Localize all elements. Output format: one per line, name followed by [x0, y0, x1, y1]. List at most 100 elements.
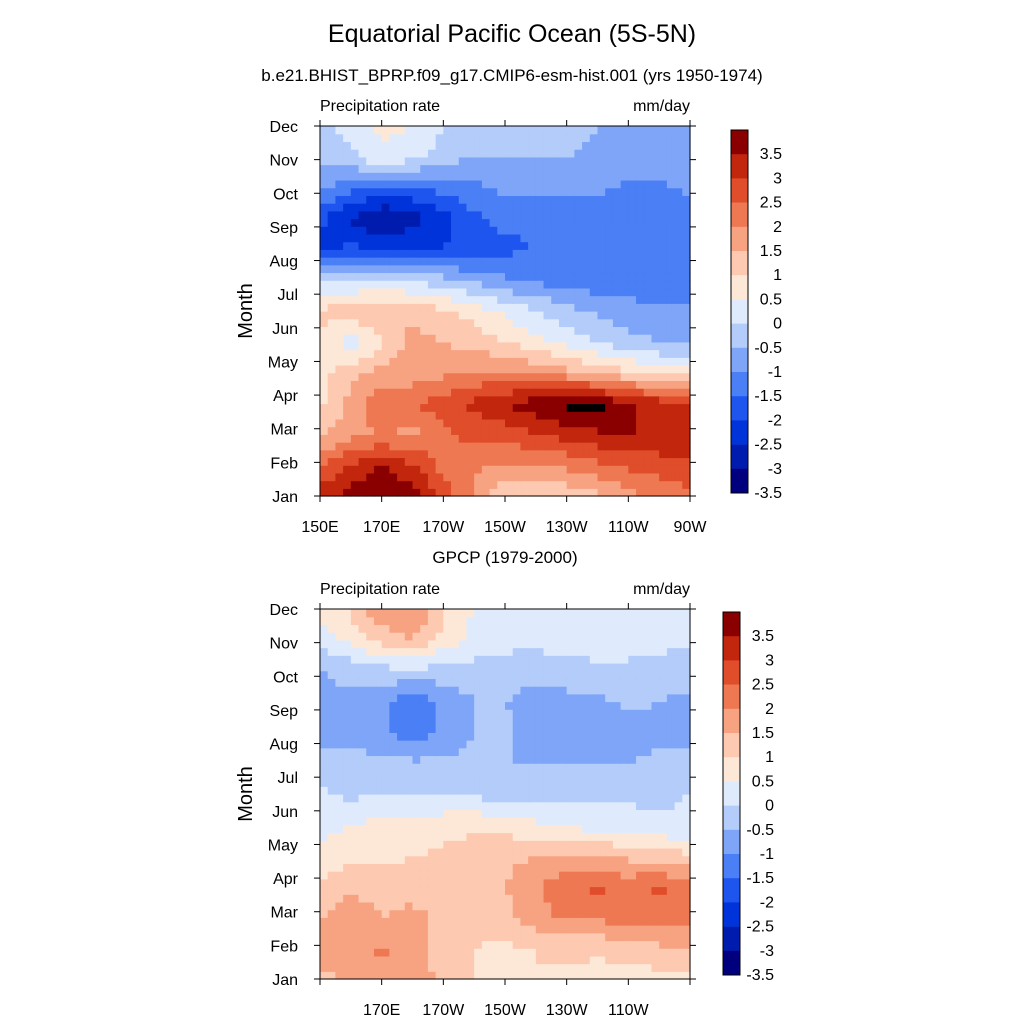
contour-cell: [674, 210, 683, 220]
contour-cell: [628, 442, 637, 451]
contour-cell: [397, 878, 406, 888]
contour-cell: [543, 740, 552, 749]
contour-cell: [512, 647, 522, 656]
contour-cell: [558, 318, 568, 328]
contour-cell: [543, 149, 552, 158]
contour-cell: [505, 747, 514, 757]
contour-cell: [358, 457, 367, 466]
contour-cell: [412, 195, 421, 204]
contour-cell: [528, 187, 537, 196]
contour-cell: [412, 963, 421, 972]
contour-cell: [320, 832, 329, 841]
contour-cell: [582, 886, 591, 895]
contour-cell: [350, 318, 360, 328]
contour-cell: [381, 639, 390, 649]
contour-cell: [366, 716, 375, 726]
contour-cell: [566, 686, 575, 695]
contour-cell: [481, 326, 491, 335]
contour-cell: [343, 632, 352, 641]
contour-cell: [666, 894, 676, 903]
contour-cell: [497, 280, 506, 289]
contour-cell: [366, 472, 375, 482]
contour-cell: [412, 847, 421, 857]
contour-cell: [589, 395, 599, 405]
contour-cell: [481, 955, 491, 965]
contour-cell: [404, 709, 414, 718]
contour-cell: [381, 670, 390, 679]
contour-cell: [535, 272, 545, 281]
contour-cell: [350, 218, 360, 227]
contour-cell: [335, 732, 344, 741]
contour-cell: [636, 878, 645, 888]
contour-cell: [420, 179, 429, 189]
contour-cell: [597, 141, 606, 150]
contour-cell: [320, 932, 329, 942]
contour-cell: [659, 372, 668, 381]
contour-cell: [481, 786, 491, 795]
contour-cell: [489, 426, 498, 435]
contour-cell: [520, 364, 529, 374]
contour-cell: [512, 218, 522, 227]
contour-cell: [566, 480, 575, 489]
colorbar-box: [731, 178, 748, 203]
contour-cell: [551, 940, 560, 949]
contour-cell: [427, 249, 437, 258]
contour-cell: [551, 203, 560, 212]
contour-cell: [512, 395, 522, 405]
contour-cell: [512, 894, 522, 903]
contour-cell: [373, 801, 383, 811]
contour-cell: [350, 647, 360, 656]
contour-cell: [628, 226, 637, 235]
contour-cell: [320, 616, 329, 626]
contour-cell: [666, 179, 676, 189]
contour-cell: [320, 840, 329, 849]
contour-cell: [358, 909, 367, 918]
contour-cell: [605, 817, 614, 826]
contour-cell: [659, 817, 668, 826]
contour-cell: [435, 380, 444, 389]
contour-cell: [343, 149, 352, 158]
contour-cell: [427, 763, 437, 772]
contour-cell: [636, 901, 645, 911]
contour-cell: [474, 747, 483, 757]
contour-cell: [636, 693, 645, 703]
contour-cell: [566, 817, 575, 826]
contour-cell: [620, 832, 629, 841]
contour-cell: [435, 357, 444, 366]
contour-cell: [474, 488, 483, 497]
contour-cell: [566, 318, 575, 328]
contour-cell: [435, 624, 444, 633]
contour-cell: [381, 925, 390, 934]
contour-cell: [551, 318, 560, 328]
contour-cell: [343, 716, 352, 726]
contour-cell: [520, 809, 529, 818]
contour-cell: [512, 832, 522, 841]
contour-cell: [404, 226, 414, 235]
contour-cell: [358, 149, 367, 158]
contour-cell: [412, 418, 421, 428]
contour-cell: [427, 632, 437, 641]
contour-cell: [589, 801, 599, 811]
contour-cell: [666, 639, 676, 649]
contour-cell: [389, 747, 398, 757]
contour-cell: [643, 639, 653, 649]
contour-cell: [350, 364, 360, 374]
contour-cell: [528, 747, 537, 757]
contour-cell: [574, 632, 583, 641]
contour-cell: [474, 855, 483, 864]
contour-cell: [358, 133, 367, 143]
panel-observations: Precipitation rate mm/dayJanFebMarAprMayJ…: [235, 581, 774, 1019]
contour-cell: [397, 755, 406, 764]
contour-cell: [481, 778, 491, 787]
contour-cell: [543, 449, 552, 459]
contour-cell: [551, 465, 560, 474]
contour-cell: [481, 655, 491, 664]
contour-cell: [589, 963, 599, 972]
contour-cell: [666, 940, 676, 949]
contour-cell: [574, 403, 583, 412]
contour-cell: [512, 909, 522, 918]
contour-cell: [674, 311, 683, 320]
contour-cell: [451, 395, 460, 405]
contour-cell: [458, 755, 468, 764]
contour-cell: [636, 388, 645, 397]
